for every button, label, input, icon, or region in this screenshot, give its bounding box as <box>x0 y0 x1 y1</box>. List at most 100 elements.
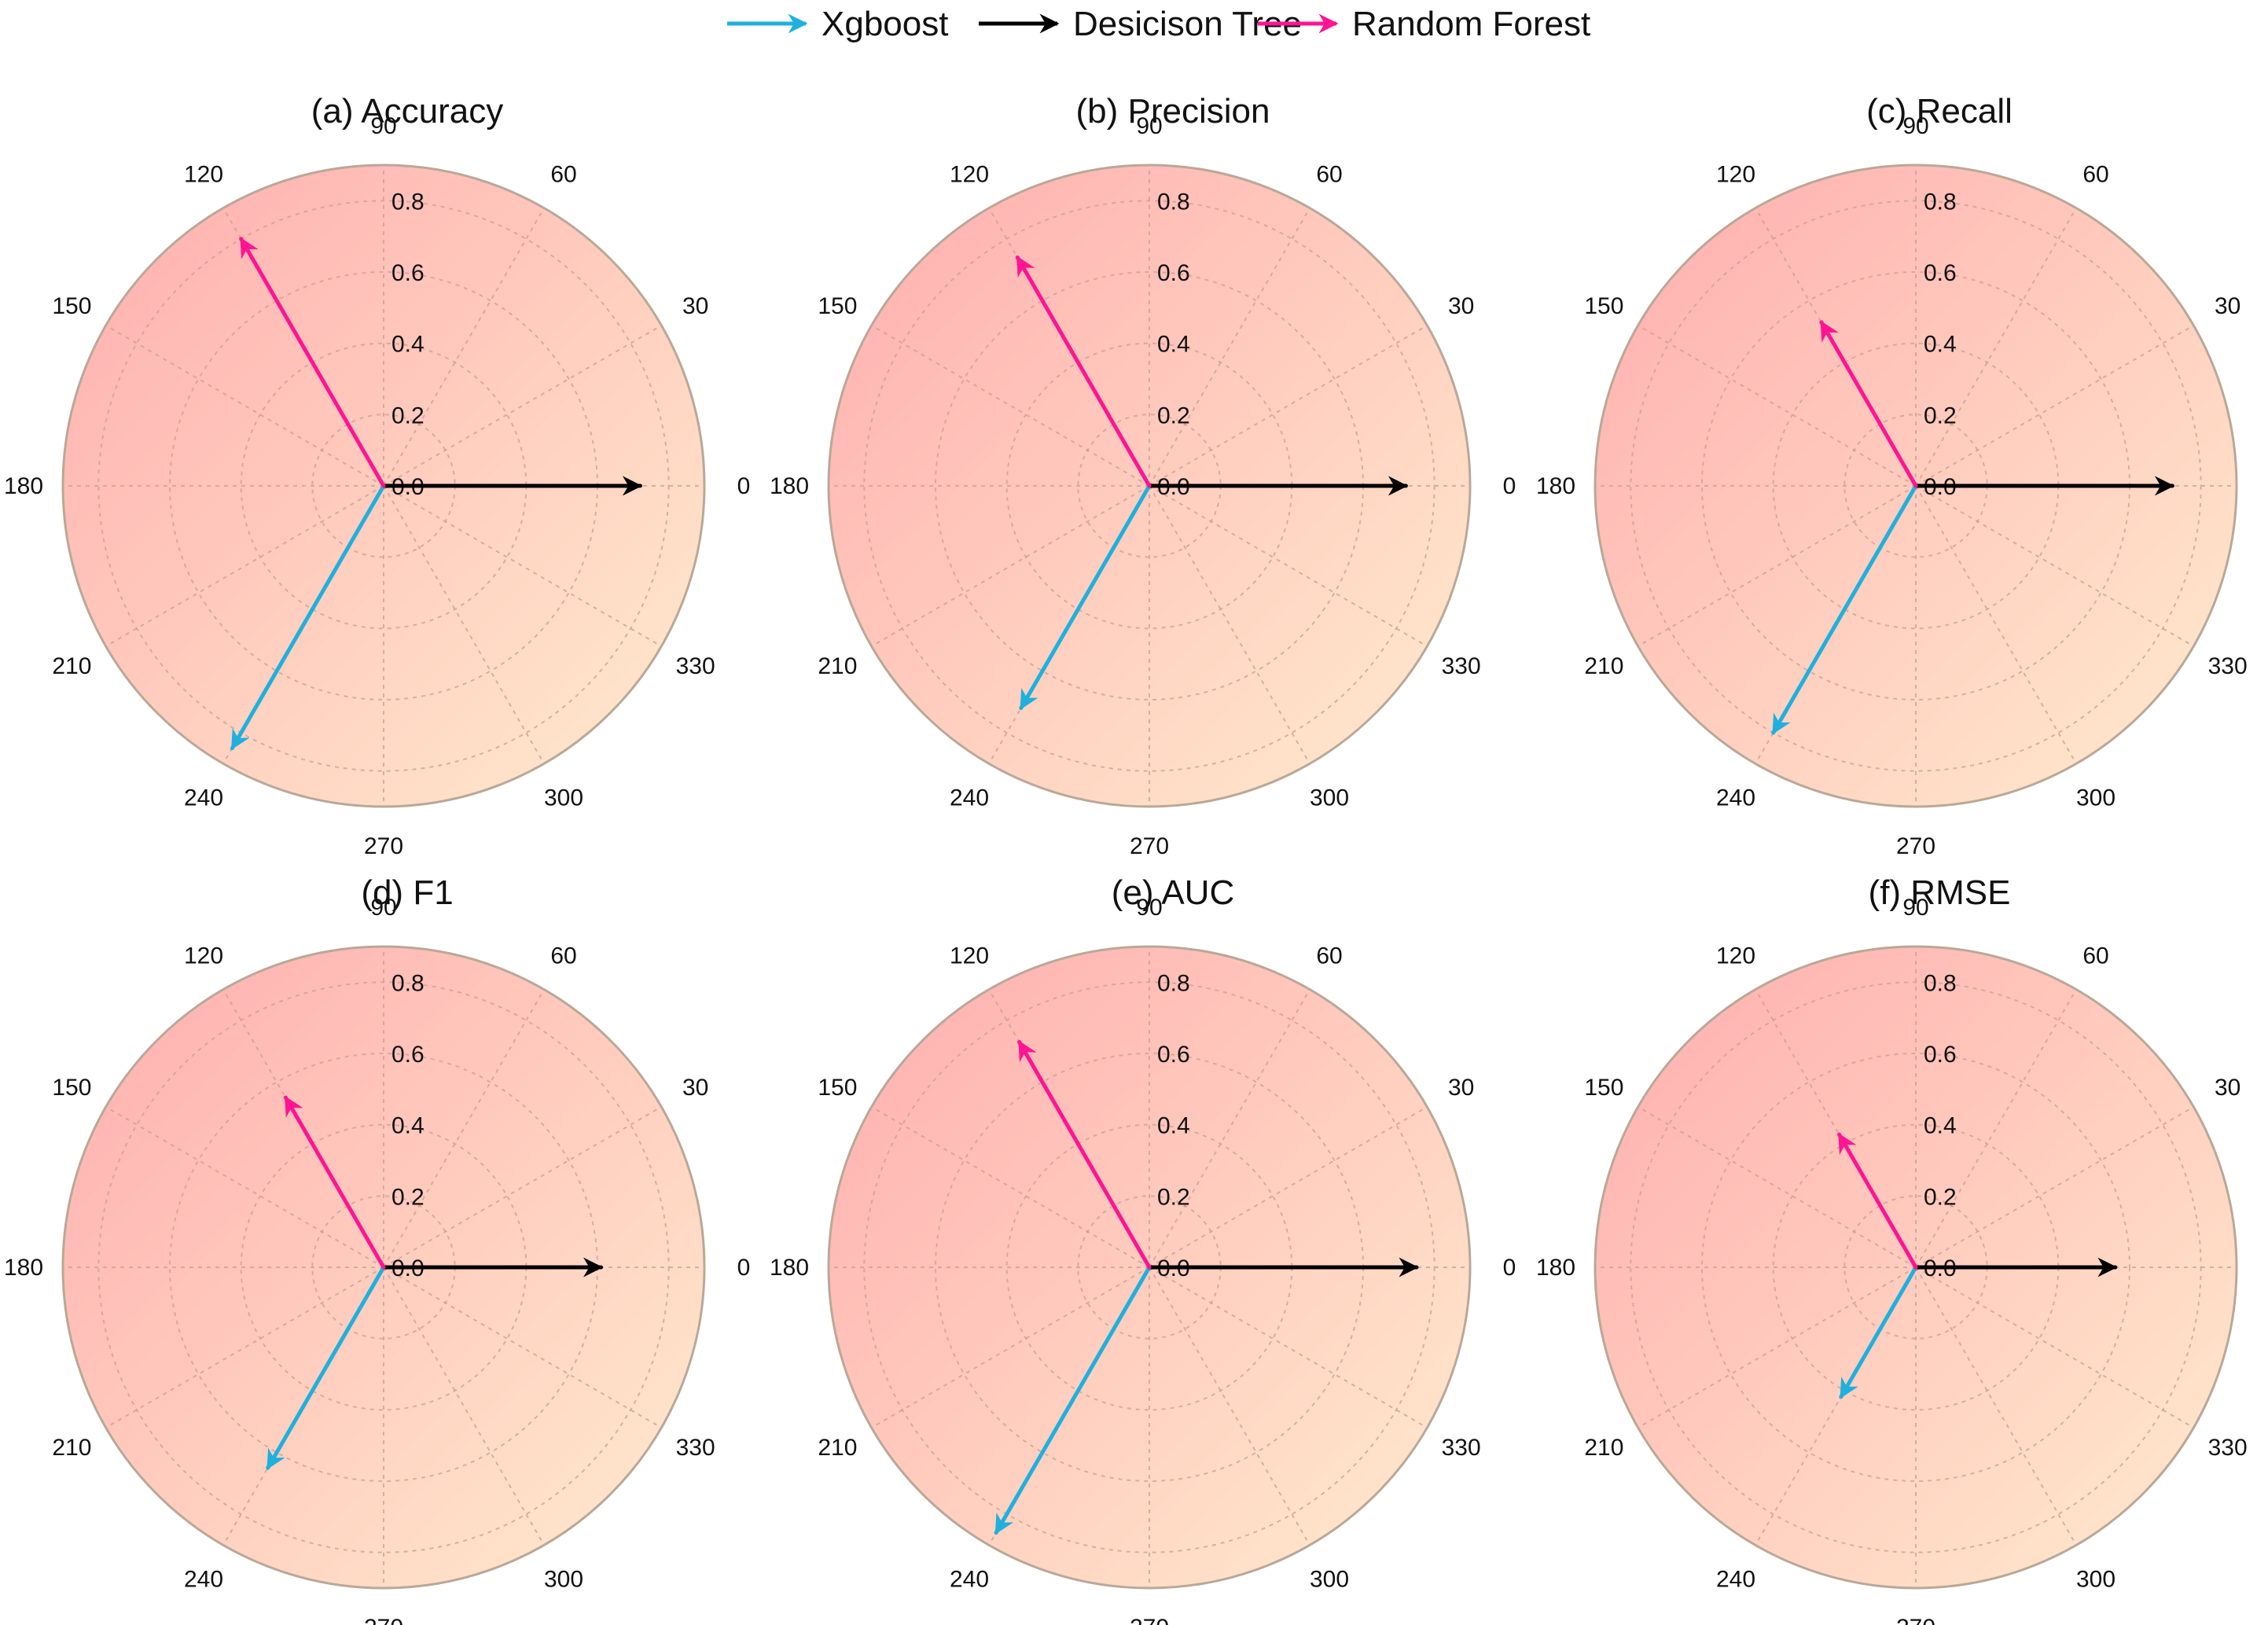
angle-label-180: 180 <box>1536 1255 1575 1281</box>
angle-label-120: 120 <box>950 943 989 969</box>
grid-circle-0.8 <box>1630 981 2202 1553</box>
angle-label-30: 30 <box>2215 293 2240 319</box>
grid-spoke-300 <box>383 485 545 764</box>
angle-label-120: 120 <box>1716 161 1755 187</box>
legend-item-desicison-tree: Desicison Tree <box>979 5 1302 43</box>
angle-label-330: 330 <box>676 1435 715 1461</box>
panel-title: (b) Precision <box>1076 92 1270 131</box>
grid-circle-0.8 <box>97 981 670 1553</box>
radial-label-0.8: 0.8 <box>1157 970 1190 996</box>
grid-spoke-60 <box>1915 208 2077 487</box>
grid-circle-0.6 <box>1701 1053 2130 1482</box>
grid-spoke-150 <box>105 1106 384 1268</box>
legend-label-xgboost: Xgboost <box>822 5 948 43</box>
grid-spoke-150 <box>871 1106 1150 1268</box>
grid-spoke-210 <box>871 485 1150 647</box>
panel-c-recall: (c) Recall030609012015018021024027030033… <box>1536 92 2248 859</box>
angle-label-60: 60 <box>550 161 576 187</box>
grid-spoke-150 <box>105 325 384 487</box>
angle-label-90: 90 <box>1902 113 1928 139</box>
grid-spoke-210 <box>105 485 384 647</box>
angle-label-210: 210 <box>52 653 91 679</box>
grid-circle-0.8 <box>97 200 670 772</box>
vector-xgboost <box>230 483 386 751</box>
angle-label-300: 300 <box>2076 785 2115 811</box>
angle-label-30: 30 <box>1448 1075 1474 1101</box>
radial-label-0.4: 0.4 <box>1924 1113 1957 1139</box>
grid-spoke-210 <box>1638 485 1917 647</box>
vector-xgboost <box>994 1265 1152 1535</box>
angle-label-210: 210 <box>52 1435 91 1461</box>
grid-spoke-150 <box>871 325 1150 487</box>
grid-spoke-210 <box>871 1267 1150 1428</box>
legend-label-random-forest: Random Forest <box>1352 5 1590 43</box>
angle-label-330: 330 <box>2208 653 2248 679</box>
grid-spoke-150 <box>1638 325 1917 487</box>
grid-spoke-150 <box>1638 1106 1917 1268</box>
vector-random-forest <box>1819 320 1918 488</box>
grid-circle-0.8 <box>1630 200 2202 772</box>
angle-label-210: 210 <box>818 1435 857 1461</box>
angle-label-300: 300 <box>1310 785 1349 811</box>
radial-label-0.8: 0.8 <box>391 189 425 215</box>
panel-e-auc: (e) AUC 0 30 60 90 120 150 180 210 240 270 300 330 0.… <box>770 873 1516 1625</box>
grid-spoke-330 <box>1915 485 2194 647</box>
grid-spoke-330 <box>383 485 662 647</box>
angle-label-330: 330 <box>2208 1435 2248 1461</box>
polar-rim <box>1593 164 2238 808</box>
vector-random-forest <box>283 1095 386 1270</box>
panel-a-accuracy: (a) Accuracy 0 30 60 90 120 150 180 210 240 270 300… <box>4 92 750 859</box>
vector-random-forest <box>1837 1132 1918 1270</box>
grid-spoke-330 <box>383 1267 662 1428</box>
angle-label-30: 30 <box>2215 1075 2240 1101</box>
panel-d-f1: (d) F103060901201501802102402703003300.0… <box>4 873 750 1625</box>
angle-label-150: 150 <box>1584 1075 1623 1101</box>
angle-label-60: 60 <box>1316 161 1342 187</box>
angle-label-0: 0 <box>737 1255 751 1281</box>
radial-label-0.4: 0.4 <box>391 332 425 358</box>
angle-label-270: 270 <box>1130 1615 1169 1625</box>
angle-label-180: 180 <box>4 473 43 499</box>
grid-spoke-60 <box>1915 989 2077 1268</box>
angle-label-90: 90 <box>370 895 396 921</box>
vector-xgboost <box>1771 483 1918 735</box>
angle-label-60: 60 <box>550 943 576 969</box>
radial-label-0.8: 0.8 <box>1924 189 1957 215</box>
radial-label-0.4: 0.4 <box>391 1113 425 1139</box>
legend-item-random-forest: Random Forest <box>1258 5 1590 43</box>
angle-label-150: 150 <box>818 1075 857 1101</box>
vector-random-forest <box>1015 255 1152 488</box>
grid-spoke-60 <box>1149 989 1310 1268</box>
vector-xgboost <box>266 1265 386 1470</box>
radial-label-0.4: 0.4 <box>1924 332 1957 358</box>
angle-label-180: 180 <box>1536 473 1575 499</box>
vector-random-forest <box>1017 1039 1152 1270</box>
grid-spoke-60 <box>383 208 545 487</box>
radial-label-0.2: 0.2 <box>391 403 425 428</box>
legend-item-xgboost: Xgboost <box>727 5 948 43</box>
polar-rim <box>827 945 1472 1590</box>
angle-label-30: 30 <box>682 1075 708 1101</box>
angle-label-180: 180 <box>770 1255 809 1281</box>
grid-spoke-330 <box>1915 1267 2194 1428</box>
angle-label-150: 150 <box>1584 293 1623 319</box>
angle-label-300: 300 <box>544 1567 583 1593</box>
grid-spoke-210 <box>1638 1267 1917 1428</box>
grid-spoke-300 <box>1915 485 2077 764</box>
grid-circle-0.8 <box>863 200 1435 772</box>
angle-label-270: 270 <box>1896 833 1935 859</box>
radial-label-0.6: 0.6 <box>1924 1042 1957 1068</box>
panel-title: (f) RMSE <box>1869 873 2011 912</box>
angle-label-120: 120 <box>1716 943 1755 969</box>
radial-label-0.8: 0.8 <box>1924 970 1957 996</box>
angle-label-240: 240 <box>184 785 223 811</box>
angle-label-240: 240 <box>1716 1567 1755 1593</box>
grid-spoke-30 <box>1915 1106 2194 1268</box>
panel-b-precision: (b) Precision 0 30 60 90 120 150 180 210 240 270 30… <box>770 92 1516 859</box>
grid-spoke-60 <box>1149 208 1310 487</box>
grid-spoke-30 <box>383 1106 662 1268</box>
radial-label-0.6: 0.6 <box>391 1042 425 1068</box>
panel-title: (e) AUC <box>1112 873 1234 912</box>
angle-label-300: 300 <box>2076 1567 2115 1593</box>
